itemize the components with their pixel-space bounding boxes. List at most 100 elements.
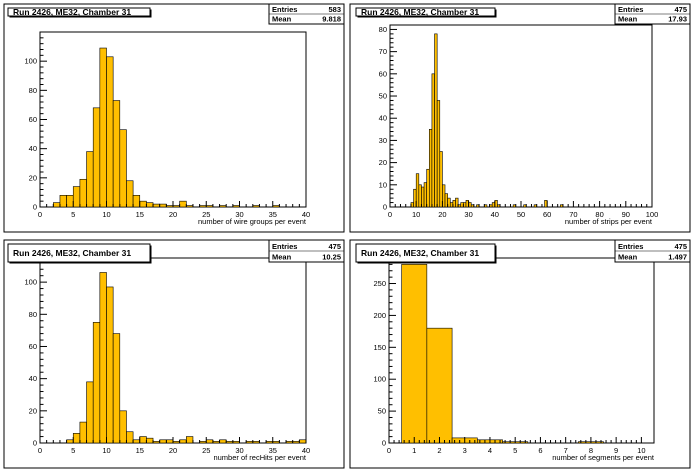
histogram-bar [426,168,430,208]
histogram-bar [66,439,74,444]
histogram-bar [119,129,127,208]
stats-mean-value: 17.93 [668,15,687,24]
y-tick-label: 0 [33,203,37,212]
histogram-bar [79,421,87,444]
x-tick-label: 20 [169,446,177,455]
histogram-bar [252,441,260,444]
stats-mean-value: 1.497 [668,253,687,262]
x-axis-label: number of segments per event [552,453,655,462]
plot-frame [39,31,307,208]
histogram-bar [92,322,101,444]
histogram-bar [112,333,121,444]
x-axis: 0 5 10 15 20 25 30 35 40 [38,437,310,455]
title-box [355,243,496,263]
stats-mean-value: 10.25 [322,253,341,262]
y-tick-label: 80 [29,310,37,319]
histogram-bar [166,205,174,208]
histogram-bar [126,180,134,208]
x-tick-label: 30 [235,446,243,455]
histogram-bar [106,286,114,444]
histogram-bar [159,439,167,444]
x-tick-label: 40 [302,210,310,219]
histogram-panel-3: 0 5 10 15 20 25 30 35 40 0 20 40 60 80 100 number of re… [3,239,345,469]
x-tick-label: 30 [464,210,472,219]
x-tick-label: 90 [622,210,630,219]
x-tick-label: 100 [646,210,659,219]
histogram-bar [431,73,435,208]
stats-mean-label: Mean [618,15,638,24]
x-tick-label: 70 [569,210,577,219]
x-tick-label: 10 [102,210,110,219]
stats-entries-value: 475 [674,5,687,14]
x-tick-label: 35 [269,446,277,455]
x-tick-label: 0 [387,446,391,455]
histogram-bar [199,441,207,444]
histogram-bar [272,441,280,444]
histogram-bar [52,202,61,208]
y-tick-label: 100 [373,375,386,384]
histogram-bar [126,431,134,444]
x-tick-label: 6 [538,446,542,455]
y-tick-label: 20 [29,406,37,415]
panel-title: Run 2426, ME32, Chamber 31 [13,7,131,17]
histogram-panel-2: 0 10 20 30 40 50 60 70 80 90 10001020304050607080n… [349,3,691,233]
histogram-bar [205,439,214,444]
x-tick-label: 10 [637,446,645,455]
histogram-bar [132,439,141,444]
y-tick-label: 50 [378,407,386,416]
plot-frame [39,257,307,444]
x-tick-label: 9 [614,446,618,455]
histogram-bar [199,205,207,208]
histogram-bar [428,129,433,208]
histogram-bar [86,381,94,444]
stats-entries-value: 583 [328,5,341,14]
y-axis: 0 20 40 60 80 100 [24,37,47,212]
x-tick-label: 10 [102,446,110,455]
histogram-bar [401,264,428,444]
y-tick-label: 70 [379,47,387,56]
y-tick-label: 20 [29,173,37,182]
y-tick-label: 10 [379,180,387,189]
x-tick-label: 50 [517,210,525,219]
y-tick-label: 80 [379,25,387,34]
y-tick-label: 60 [379,69,387,78]
x-tick-label: 30 [235,210,243,219]
histogram-bar [219,205,227,208]
histogram-bars [66,272,307,444]
x-tick-label: 40 [302,446,310,455]
panel-title: Run 2426, ME32, Chamber 31 [361,7,479,17]
x-axis: 0 1 2 3 4 5 6 7 8 9 10 [387,437,646,455]
histogram-bar [172,441,180,444]
x-tick-label: 8 [589,446,593,455]
y-tick-label: 60 [29,115,37,124]
stats-mean-label: Mean [272,15,292,24]
x-tick-label: 60 [543,210,551,219]
histogram-bar [426,327,453,444]
stats-mean-value: 9.818 [322,15,341,24]
x-tick-label: 0 [38,446,42,455]
histogram-bar [179,439,187,444]
histogram-bar [186,436,194,444]
histogram-bar [79,178,87,208]
y-tick-label: 30 [379,136,387,145]
histogram-bar [99,47,107,208]
histogram-bar [285,441,293,444]
histogram-bar [212,441,220,444]
histogram-bar [436,100,441,208]
histogram-bar [59,195,67,208]
histogram-bar [225,441,234,444]
y-tick-label: 100 [24,278,37,287]
histogram-bar [146,202,154,208]
x-tick-label: 20 [438,210,446,219]
x-tick-label: 40 [491,210,499,219]
histogram-bar [72,433,81,444]
histogram-bar [166,439,174,444]
x-axis: 0 5 10 15 20 25 30 35 40 [38,201,310,219]
y-tick-label: 0 [383,203,387,212]
x-tick-label: 15 [136,210,144,219]
histogram-bar [132,195,141,208]
x-tick-label: 2 [437,446,441,455]
x-axis: 0 10 20 30 40 50 60 70 80 90 100 [388,201,658,219]
y-tick-label: 100 [24,57,37,66]
y-tick-label: 0 [33,439,37,448]
